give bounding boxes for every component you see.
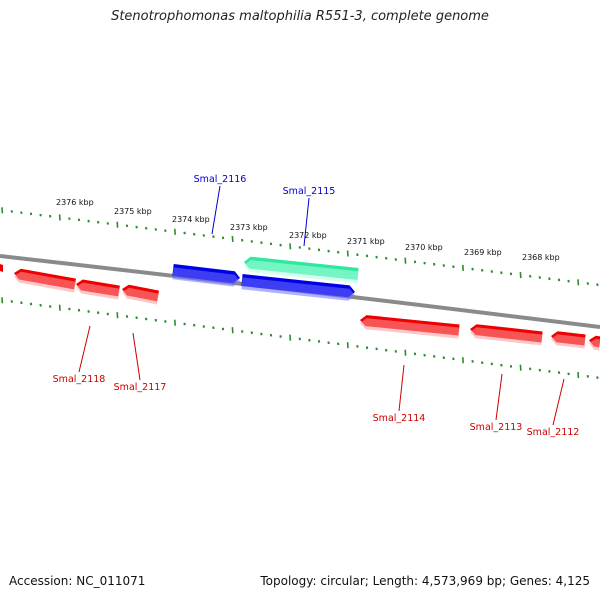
smal-2116-label[interactable]: Smal_2116 [194, 174, 247, 185]
gene-smal-2117-shade [76, 282, 120, 300]
gene-smal-2118-shade [14, 271, 76, 293]
gene-reverse-unlabeled-2[interactable] [589, 335, 600, 351]
smal-2116-leader [211, 185, 221, 235]
gene-smal-2112-shade [551, 334, 586, 349]
gene-smal-2115[interactable] [244, 256, 359, 284]
smal-2112-leader [552, 378, 565, 426]
gene-forward-unlabeled[interactable] [241, 274, 355, 301]
scale-label: 2371 kbp [347, 237, 385, 246]
scale-label: 2374 kbp [172, 215, 210, 224]
gene-track [0, 256, 600, 351]
scale-label: 2369 kbp [464, 248, 502, 257]
scale-label: 2376 kbp [56, 198, 94, 207]
gene-reverse-unlabeled-2-shade [589, 338, 600, 351]
scale-label: 2368 kbp [522, 253, 560, 262]
label-leader-lines [78, 185, 565, 426]
scale-label: 2373 kbp [230, 223, 268, 232]
genome-summary-text: Topology: circular; Length: 4,573,969 bp… [260, 574, 590, 588]
gene-labels: Smal_2116 Smal_2115 Smal_2118 Smal_2117 Smal… [53, 174, 580, 438]
accession-text: Accession: NC_011071 [9, 574, 146, 588]
smal-2112-label[interactable]: Smal_2112 [527, 427, 580, 438]
gene-smal-2116[interactable] [172, 264, 240, 287]
gene-smal-2112[interactable] [551, 331, 586, 349]
smal-2117-label[interactable]: Smal_2117 [114, 382, 167, 393]
smal-2113-leader [495, 373, 503, 421]
smal-2114-label[interactable]: Smal_2114 [373, 413, 426, 424]
gene-smal-2114[interactable] [360, 315, 460, 339]
scale-labels: 2376 kbp 2375 kbp 2374 kbp 2373 kbp 2372 kbp… [56, 198, 560, 262]
smal-2117-leader [132, 332, 141, 381]
scale-label: 2370 kbp [405, 243, 443, 252]
outer-tick-ring [1, 207, 599, 287]
smal-2115-leader [303, 197, 310, 247]
gene-reverse-unlabeled-1[interactable] [122, 284, 159, 305]
gene-reverse-unlabeled-1-shade [122, 287, 159, 305]
scale-label: 2375 kbp [114, 207, 152, 216]
gene-forward-unlabeled-shade [241, 277, 355, 301]
scale-label: 2372 kbp [289, 231, 327, 240]
gene-smal-2114-shade [360, 318, 460, 339]
smal-2113-label[interactable]: Smal_2113 [470, 422, 523, 433]
gene-smal-2115-shade [244, 260, 359, 284]
inner-tick-ring [1, 297, 599, 379]
gene-smal-2113[interactable] [470, 324, 543, 346]
gene-smal-2113-shade [470, 327, 543, 346]
gene-reverse-edge [0, 264, 3, 272]
smal-2114-leader [398, 364, 405, 412]
gene-smal-2117[interactable] [76, 279, 120, 300]
gene-smal-2118[interactable] [14, 268, 76, 293]
smal-2115-label[interactable]: Smal_2115 [283, 186, 336, 197]
map-title: Stenotrophomonas maltophilia R551-3, com… [111, 9, 489, 24]
smal-2118-label[interactable]: Smal_2118 [53, 374, 106, 385]
gene-smal-2116-shade [172, 267, 240, 287]
smal-2118-leader [78, 325, 91, 373]
